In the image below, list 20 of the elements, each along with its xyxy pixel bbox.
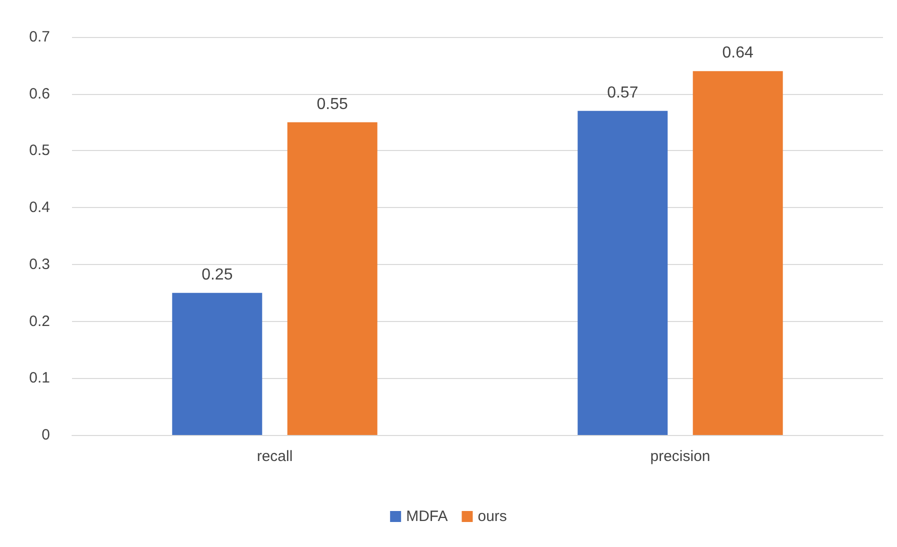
bar [692,71,783,435]
x-tick-label: recall [256,448,293,465]
y-tick-label: 0 [42,426,50,444]
y-tick-label: 0.2 [29,312,50,330]
legend-label: MDFA [406,508,448,525]
y-tick-label: 0.7 [29,28,50,46]
bar [578,110,668,435]
bar [172,292,262,435]
y-tick-label: 0.3 [29,256,50,273]
y-tick-label: 0.5 [29,142,50,160]
y-tick-label: 0.4 [29,199,50,216]
data-label: 0.57 [607,84,638,102]
data-label: 0.64 [722,44,754,62]
y-tick-label: 0.6 [29,85,50,102]
data-label: 0.25 [202,266,233,284]
bar [287,122,378,435]
y-tick-label: 0.1 [29,370,50,387]
legend-label: ours [478,508,507,525]
x-tick-label: precision [650,448,710,465]
data-label: 0.55 [316,96,348,113]
